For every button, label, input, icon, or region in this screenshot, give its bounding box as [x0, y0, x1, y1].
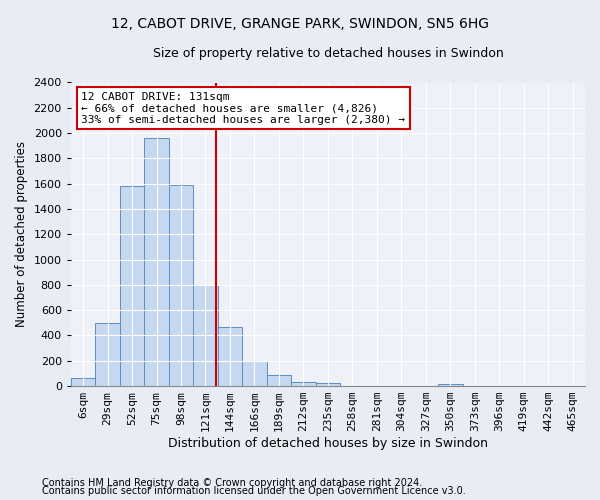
Bar	[218, 326, 242, 386]
Bar	[144, 138, 169, 386]
Y-axis label: Number of detached properties: Number of detached properties	[15, 142, 28, 328]
X-axis label: Distribution of detached houses by size in Swindon: Distribution of detached houses by size …	[168, 437, 488, 450]
Bar	[291, 382, 316, 386]
Bar	[169, 185, 193, 386]
Bar	[438, 384, 463, 386]
Title: Size of property relative to detached houses in Swindon: Size of property relative to detached ho…	[152, 48, 503, 60]
Text: 12, CABOT DRIVE, GRANGE PARK, SWINDON, SN5 6HG: 12, CABOT DRIVE, GRANGE PARK, SWINDON, S…	[111, 18, 489, 32]
Bar	[242, 362, 267, 386]
Bar	[95, 323, 120, 386]
Text: 12 CABOT DRIVE: 131sqm
← 66% of detached houses are smaller (4,826)
33% of semi-: 12 CABOT DRIVE: 131sqm ← 66% of detached…	[81, 92, 405, 125]
Bar	[316, 383, 340, 386]
Text: Contains HM Land Registry data © Crown copyright and database right 2024.: Contains HM Land Registry data © Crown c…	[42, 478, 422, 488]
Bar	[120, 186, 144, 386]
Text: Contains public sector information licensed under the Open Government Licence v3: Contains public sector information licen…	[42, 486, 466, 496]
Bar	[193, 285, 218, 386]
Bar	[71, 378, 95, 386]
Bar	[267, 374, 291, 386]
